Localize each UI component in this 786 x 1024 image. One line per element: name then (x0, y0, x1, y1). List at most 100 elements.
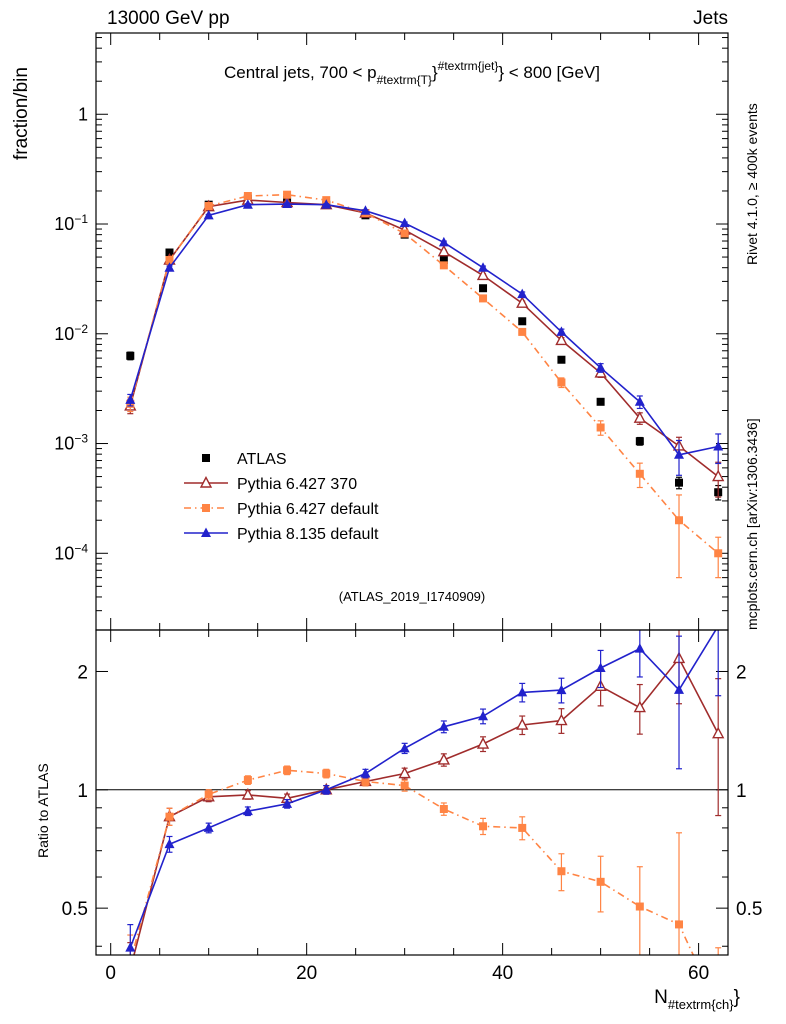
data-marker-square (596, 423, 605, 432)
data-marker-square (557, 867, 566, 876)
ratio-y-tick-label: 1 (77, 781, 88, 802)
axes (96, 33, 728, 955)
data-marker-triangle (438, 721, 449, 731)
ratio-y-axis-title: Ratio to ATLAS (35, 763, 51, 858)
data-marker-triangle (713, 440, 724, 451)
header-left: 13000 GeV pp (107, 8, 230, 29)
ratio-line (129, 630, 717, 948)
data-marker-square (635, 469, 644, 478)
data-marker-square (714, 549, 723, 558)
data-marker-triangle (438, 236, 449, 247)
data-marker-square (479, 294, 488, 303)
data-marker-square (400, 781, 409, 790)
data-marker-square (126, 958, 134, 966)
rivet-version-note: Rivet 4.1.0, ≥ 400k events (744, 103, 760, 265)
data-marker-triangle (634, 396, 645, 406)
data-marker-square (165, 256, 174, 265)
mcplots-arxiv-note: mcplots.cern.ch [arXiv:1306.3436] (744, 418, 760, 630)
data-marker-square (635, 437, 644, 446)
data-marker-triangle (282, 798, 293, 808)
ratio-y-tick-label-right: 0.5 (736, 899, 762, 920)
main-panel-frame (95, 32, 729, 631)
data-marker-square (165, 812, 174, 821)
data-marker-open-triangle (476, 737, 490, 749)
x-axis-title: N#textrm{ch}} (654, 987, 740, 1012)
data-marker-triangle (399, 217, 410, 228)
plot-title: Central jets, 700 < p#textrm{T}}#textrm{… (224, 59, 600, 87)
data-marker-triangle (517, 288, 528, 299)
data-marker-triangle (674, 684, 685, 694)
data-marker-square (596, 877, 605, 886)
main-y-tick-label: 10−4 (54, 541, 88, 563)
data-marker-triangle (634, 643, 645, 653)
main-y-tick-label: 10−2 (54, 322, 88, 344)
data-marker-square (283, 766, 292, 775)
data-marker-triangle (517, 686, 528, 697)
data-marker-open-triangle (712, 726, 725, 739)
data-marker-triangle (595, 662, 606, 672)
data-marker-triangle (556, 326, 567, 336)
data-marker-square (439, 256, 448, 265)
data-marker-triangle (321, 784, 332, 794)
x-tick-label: 20 (296, 963, 317, 984)
data-marker-triangle (478, 262, 489, 272)
data-marker-square (675, 478, 684, 487)
data-marker-square (202, 504, 210, 512)
data-marker-triangle (674, 449, 685, 459)
series-line (129, 203, 719, 456)
data-marker-triangle (203, 822, 214, 832)
data-marker-triangle (399, 742, 410, 753)
data-marker-triangle (125, 942, 136, 952)
data-marker-square (675, 920, 684, 929)
data-marker-open-triangle (555, 333, 568, 346)
data-marker-square (479, 284, 488, 293)
data-marker-open-triangle (555, 713, 568, 726)
data-marker-triangle (164, 838, 175, 849)
data-marker-square (322, 769, 331, 778)
ratio-y-tick-label-right: 2 (736, 662, 747, 683)
ratio-panel-frame (95, 629, 729, 956)
data-marker-triangle (125, 394, 136, 404)
legend-label-atlas: ATLAS (237, 451, 287, 468)
x-tick-label: 40 (492, 963, 513, 984)
data-marker-triangle (242, 805, 253, 816)
data-marker-triangle (595, 362, 606, 372)
legend-markers (184, 454, 228, 537)
header-right: Jets (693, 8, 728, 29)
data-marker-triangle (360, 205, 371, 215)
data-marker-open-triangle (516, 296, 529, 308)
data-marker-open-triangle (516, 718, 529, 730)
data-marker-square (557, 355, 566, 364)
legend-label-pythia8-default: Pythia 8.135 default (237, 526, 379, 543)
data-marker-square (518, 823, 527, 832)
data-marker-square (518, 327, 527, 336)
main-y-tick-label: 10−3 (54, 432, 88, 454)
legend: ATLAS Pythia 6.427 370 Pythia 6.427 defa… (184, 451, 379, 543)
data-marker-square (400, 229, 409, 238)
ratio-line (133, 656, 719, 955)
series-main (124, 190, 725, 579)
main-y-tick-label: 10−1 (54, 212, 88, 234)
ratio-line (131, 769, 695, 955)
data-marker-square (361, 777, 370, 786)
data-marker-open-triangle (199, 475, 213, 488)
data-marker-open-triangle (633, 411, 646, 423)
ratio-y-tick-label-right: 1 (736, 781, 747, 802)
data-marker-triangle (556, 684, 567, 695)
data-marker-open-triangle (633, 700, 646, 713)
data-marker-open-triangle (125, 964, 135, 974)
analysis-watermark: (ATLAS_2019_I1740909) (339, 589, 485, 604)
x-tick-label: 0 (105, 963, 116, 984)
data-marker-square (479, 822, 488, 831)
data-marker-open-triangle (712, 469, 725, 482)
data-marker-triangle (203, 209, 214, 220)
data-marker-triangle (282, 198, 293, 209)
data-marker-open-triangle (437, 244, 451, 257)
data-marker-triangle (242, 199, 253, 209)
data-marker-open-triangle (476, 268, 490, 281)
data-marker-square (439, 805, 448, 814)
series-ratio (125, 630, 725, 974)
main-y-axis-title: fraction/bin (11, 67, 32, 160)
